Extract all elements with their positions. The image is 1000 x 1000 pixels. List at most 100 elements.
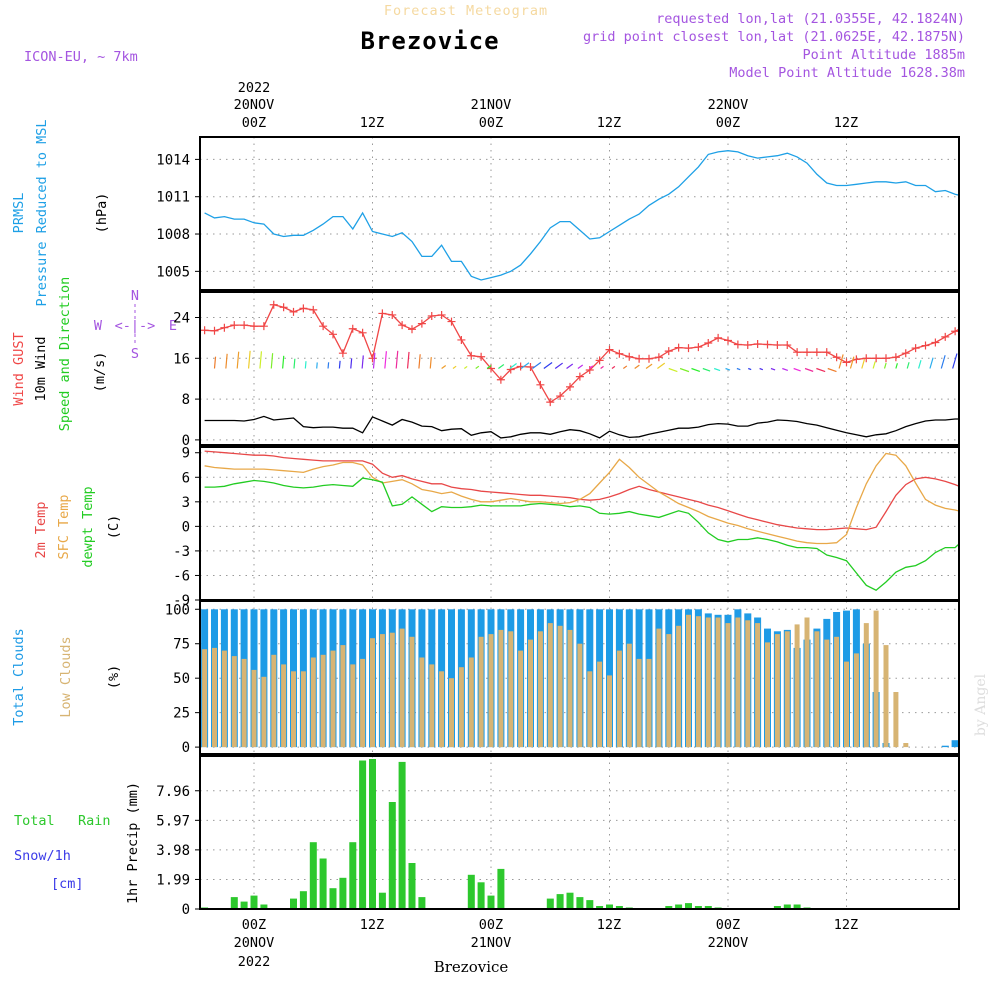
bar-low-clouds [320, 654, 326, 748]
bar-total-rain [556, 894, 564, 909]
wind-direction-arrow [906, 362, 910, 369]
y-tick-label: 3 [182, 495, 190, 511]
bar-total-rain [783, 904, 791, 909]
wind-direction-arrow [782, 367, 789, 372]
gust-marker [971, 313, 979, 321]
bar-low-clouds [903, 743, 909, 748]
y-tick-label: -3 [173, 544, 190, 560]
y-tick-label: 1011 [156, 190, 190, 206]
wind-direction-arrow [691, 367, 701, 373]
gust-marker [427, 311, 436, 320]
panel-marks [201, 759, 811, 909]
top-time-axis: 2022 20NOV 00Z 12Z 21NOV 00Z 12Z 22NOV 0… [234, 80, 859, 131]
bar-low-clouds [528, 639, 533, 748]
gust-marker [477, 352, 486, 361]
y-tick-label: 1005 [156, 264, 190, 280]
wind-direction-arrow [566, 363, 574, 369]
gust-marker [694, 343, 703, 352]
bar-low-clouds [212, 647, 217, 748]
bar-total-rain [250, 895, 258, 909]
wind-direction-arrow [929, 357, 934, 369]
wind-direction-arrow [975, 354, 979, 369]
wind-unit: (m/s) [92, 352, 108, 393]
gust-marker [506, 365, 515, 374]
gust-marker [230, 321, 239, 330]
gust-marker [526, 362, 535, 371]
temp-panel-labels: 2m Temp SFC Temp dewpt Temp (C) [33, 486, 122, 567]
gust-marker [822, 348, 831, 357]
wind-direction-arrow [304, 361, 307, 369]
wind-direction-arrow [270, 353, 274, 369]
gust-marker [625, 352, 634, 361]
bar-low-clouds [399, 628, 405, 748]
bar-total-rain [497, 868, 505, 909]
bar-low-clouds [488, 634, 494, 748]
gust-marker [812, 348, 821, 357]
bar-low-clouds [636, 658, 642, 748]
bar-total-rain [586, 900, 594, 909]
wind-gust-label: Wind GUST [11, 332, 27, 405]
pressure-unit: (hPa) [94, 193, 110, 234]
wind-direction-arrow [543, 361, 553, 369]
bottom-hour-label: 00Z [716, 917, 740, 933]
wind-direction-arrow [441, 365, 447, 369]
bar-low-clouds [834, 636, 840, 748]
bar-low-clouds [705, 617, 711, 748]
gust-marker [753, 340, 762, 349]
gust-marker [931, 338, 940, 347]
wind-panel-labels: Wind GUST 10m Wind Speed and Direction (… [11, 277, 177, 431]
bar-total-clouds [951, 740, 959, 748]
bar-low-clouds [231, 656, 237, 748]
low-clouds-label: Low Clouds [58, 636, 74, 717]
gust-marker [635, 354, 644, 363]
bar-low-clouds [202, 649, 208, 748]
y-tick-label: 16 [173, 351, 190, 367]
bar-low-clouds [992, 740, 997, 747]
total-clouds-label: Total Clouds [11, 628, 27, 726]
cloud-unit: (%) [106, 665, 122, 689]
bar-total-rain [576, 897, 584, 909]
bar-low-clouds [241, 658, 247, 748]
bar-low-clouds [735, 617, 741, 748]
bottom-date-label: 20NOV [234, 935, 275, 951]
panel-marks [204, 450, 959, 591]
wind-direction-arrow [338, 360, 341, 369]
wind-direction-arrow [577, 364, 584, 369]
y-tick-label: 1008 [156, 227, 190, 243]
bar-low-clouds [478, 636, 484, 748]
y-tick-label: 0 [182, 519, 190, 535]
gust-marker [467, 351, 476, 360]
bar-total-rain [369, 759, 376, 909]
bar-low-clouds [853, 653, 859, 748]
bar-total-rain [359, 760, 367, 909]
wind-direction-arrow [793, 367, 801, 372]
gust-marker [605, 345, 614, 354]
model-label: ICON-EU, ~ 7km [24, 49, 138, 65]
top-hour-label: 00Z [716, 115, 740, 131]
wind-direction-arrow [463, 365, 468, 369]
wind-direction-arrow [895, 363, 898, 369]
bar-low-clouds [439, 671, 445, 748]
temp2m-label: 2m Temp [33, 502, 49, 559]
sfc-temp-label: SFC Temp [56, 494, 72, 559]
bar-low-clouds [419, 657, 425, 748]
bar-low-clouds [824, 639, 830, 748]
wind-direction-arrow [634, 364, 640, 369]
bar-low-clouds [607, 675, 612, 748]
pressure-label: Pressure Reduced to MSL [34, 120, 50, 307]
wind-direction-arrow [918, 360, 922, 369]
gust-marker [704, 339, 713, 347]
cloud-panel-labels: Total Clouds Low Clouds (%) [11, 628, 122, 726]
gust-marker [901, 349, 910, 358]
bar-low-clouds [458, 667, 464, 748]
bar-total-clouds [962, 733, 969, 747]
bar-total-rain [398, 761, 406, 909]
y-tick-label: 0 [182, 433, 190, 449]
bar-low-clouds [537, 631, 543, 748]
top-year-label: 2022 [238, 80, 271, 96]
bar-total-rain [694, 906, 702, 909]
gust-marker [743, 341, 752, 350]
top-date-label: 21NOV [471, 97, 512, 113]
bar-low-clouds [794, 624, 800, 748]
gust-marker [319, 322, 328, 331]
